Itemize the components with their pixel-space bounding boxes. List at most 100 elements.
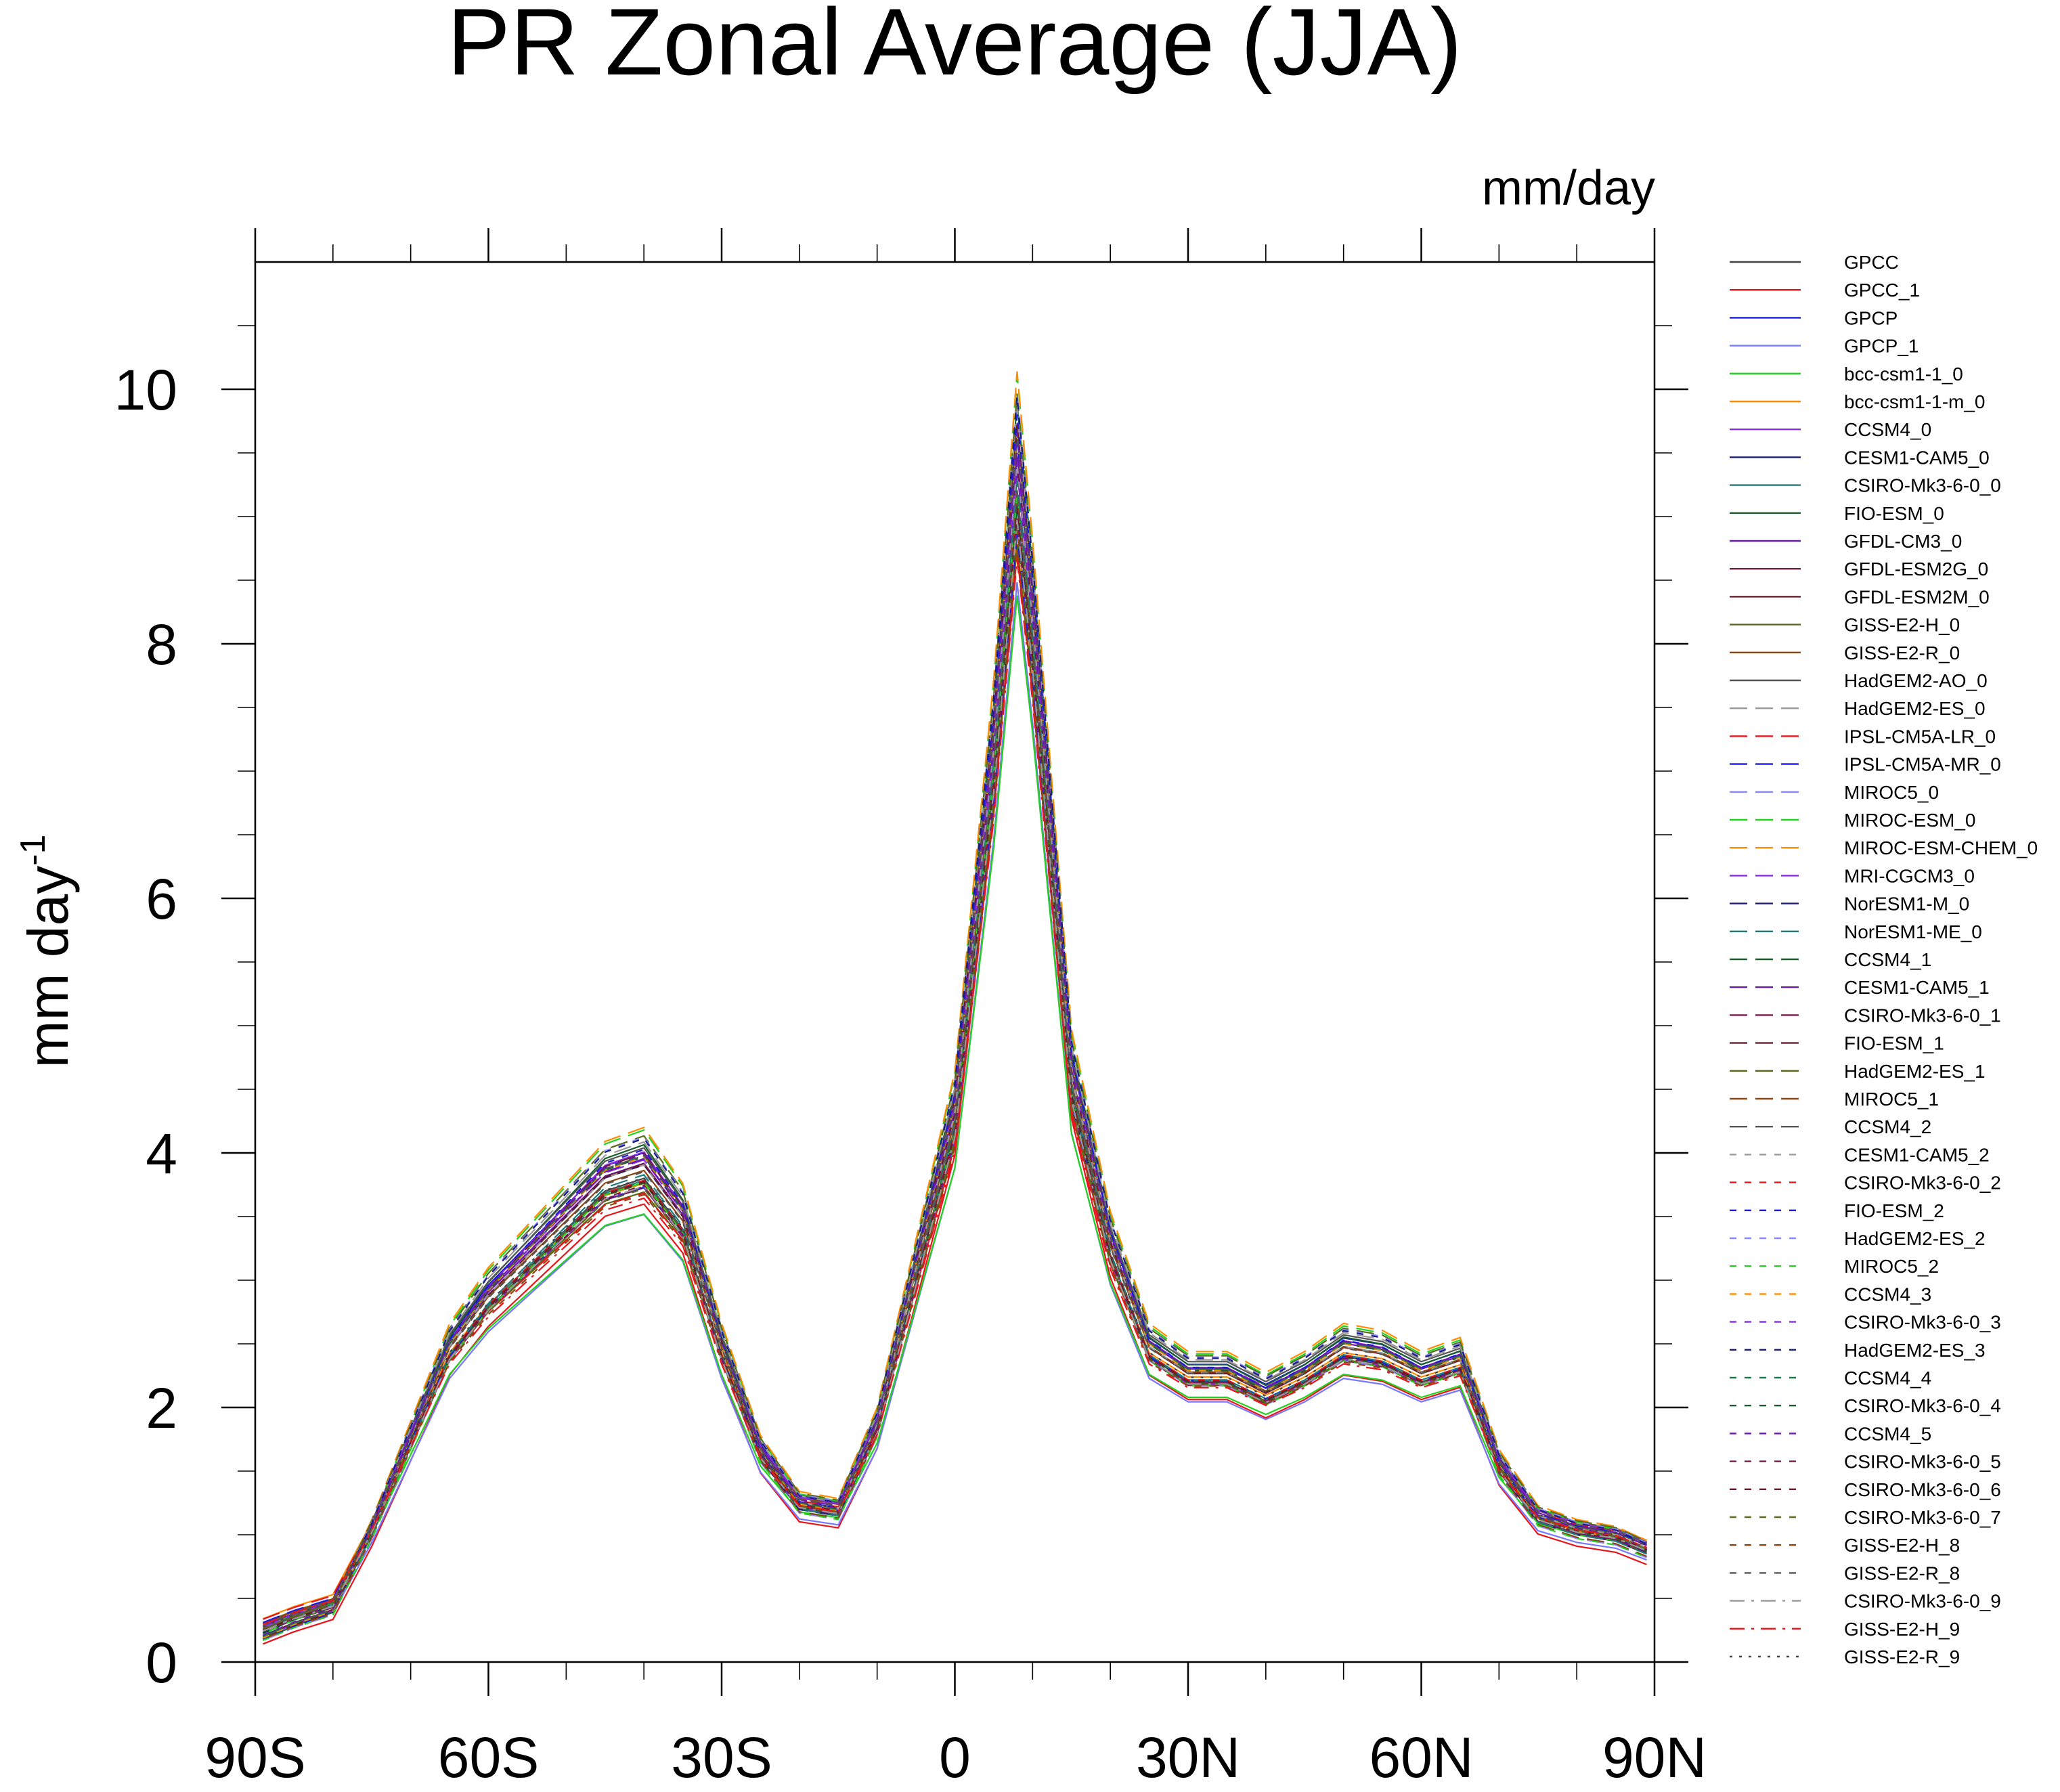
series-line-34 (263, 414, 1647, 1641)
series-line-46 (263, 548, 1647, 1626)
series-line-41 (263, 509, 1647, 1633)
y-axis-label-text: mm day (16, 866, 80, 1068)
legend-label-28: FIO-ESM_1 (1844, 1033, 1944, 1054)
series-line-50 (263, 504, 1647, 1628)
series-line-44 (263, 508, 1647, 1632)
legend-label-20: MIROC-ESM_0 (1844, 810, 1975, 831)
legend-label-38: CSIRO-Mk3-6-0_3 (1844, 1312, 2001, 1333)
legend-label-24: NorESM1-ME_0 (1844, 921, 1982, 942)
chart-title: PR Zonal Average (JJA) (447, 0, 1462, 95)
legend-label-29: HadGEM2-ES_1 (1844, 1061, 1986, 1082)
series-line-0 (263, 491, 1647, 1638)
legend-label-46: GISS-E2-H_8 (1844, 1535, 1960, 1556)
legend-label-9: FIO-ESM_0 (1844, 503, 1944, 524)
legend-label-7: CESM1-CAM5_0 (1844, 447, 1990, 468)
series-line-22 (263, 458, 1647, 1628)
series-line-47 (263, 491, 1647, 1626)
legend-label-36: MIROC5_2 (1844, 1256, 1939, 1277)
y-tick-label-0: 0 (146, 1631, 177, 1695)
series-line-42 (263, 432, 1647, 1636)
series-line-9 (263, 402, 1647, 1640)
legend-label-40: CCSM4_4 (1844, 1368, 1931, 1389)
series-layer (263, 371, 1647, 1645)
series-line-49 (263, 559, 1647, 1625)
legend-label-32: CESM1-CAM5_2 (1844, 1144, 1990, 1165)
legend-label-31: CCSM4_2 (1844, 1116, 1931, 1137)
legend-label-44: CSIRO-Mk3-6-0_6 (1844, 1479, 2001, 1500)
legend-label-18: IPSL-CM5A-MR_0 (1844, 754, 2001, 775)
legend-label-3: GPCP_1 (1844, 336, 1919, 357)
legend-label-41: CSIRO-Mk3-6-0_4 (1844, 1395, 2001, 1416)
series-line-14 (263, 489, 1647, 1625)
legend-label-43: CSIRO-Mk3-6-0_5 (1844, 1451, 2001, 1472)
plot-frame (254, 261, 1656, 1663)
legend-label-17: IPSL-CM5A-LR_0 (1844, 726, 1996, 747)
y-tick-label-4: 8 (146, 613, 177, 676)
series-line-37 (263, 435, 1647, 1639)
legend-label-35: HadGEM2-ES_2 (1844, 1228, 1986, 1249)
legend-label-30: MIROC5_1 (1844, 1089, 1939, 1110)
legend-label-47: GISS-E2-R_8 (1844, 1562, 1960, 1583)
legend-label-4: bcc-csm1-1_0 (1844, 364, 1963, 385)
legend-label-10: GFDL-CM3_0 (1844, 531, 1962, 552)
series-line-26 (263, 450, 1647, 1632)
y-tick-label-1: 2 (146, 1376, 177, 1440)
series-line-2 (263, 437, 1647, 1630)
legend-label-48: CSIRO-Mk3-6-0_9 (1844, 1591, 2001, 1612)
legend-label-16: HadGEM2-ES_0 (1844, 698, 1986, 719)
legend-label-13: GISS-E2-H_0 (1844, 615, 1960, 636)
legend-label-27: CSIRO-Mk3-6-0_1 (1844, 1005, 2001, 1026)
y-tick-label-3: 6 (146, 867, 177, 931)
y-axis-label-superscript: -1 (14, 835, 53, 866)
series-line-32 (263, 464, 1647, 1634)
legend-label-50: GISS-E2-R_9 (1844, 1646, 1960, 1667)
series-line-28 (263, 424, 1647, 1640)
legend-label-5: bcc-csm1-1-m_0 (1844, 391, 1985, 412)
legend-label-37: CCSM4_3 (1844, 1284, 1931, 1305)
series-line-10 (263, 468, 1647, 1627)
series-line-7 (263, 464, 1647, 1634)
legend-label-19: MIROC5_0 (1844, 782, 1939, 803)
x-tick-label-2: 30S (671, 1726, 772, 1789)
units-label: mm/day (1482, 161, 1655, 215)
series-line-16 (263, 406, 1647, 1634)
x-tick-label-6: 90N (1602, 1726, 1707, 1789)
axes-layer: 90S 60S 30S 0 30N 60N 90N 0 2 4 6 8 10 (114, 228, 1707, 1789)
series-line-43 (263, 518, 1647, 1631)
series-line-25 (263, 435, 1647, 1639)
series-line-29 (263, 393, 1647, 1632)
series-line-4 (263, 595, 1647, 1627)
series-line-40 (263, 433, 1647, 1638)
legend-label-45: CSIRO-Mk3-6-0_7 (1844, 1507, 2001, 1528)
legend-label-42: CCSM4_5 (1844, 1423, 1931, 1444)
series-line-24 (263, 480, 1647, 1638)
legend-label-49: GISS-E2-H_9 (1844, 1619, 1960, 1640)
y-tick-label-5: 10 (114, 358, 177, 422)
x-tick-label-0: 90S (204, 1726, 305, 1789)
x-tick-label-5: 60N (1369, 1726, 1473, 1789)
legend-label-25: CCSM4_1 (1844, 949, 1931, 970)
legend-label-23: NorESM1-M_0 (1844, 894, 1969, 915)
series-line-6 (263, 423, 1647, 1638)
legend: GPCC GPCC_1 GPCP GPCP_1 bcc-csm1-1_0 bcc-csm1… (1730, 252, 2038, 1667)
legend-label-34: FIO-ESM_2 (1844, 1200, 1944, 1221)
legend-label-6: CCSM4_0 (1844, 419, 1931, 440)
y-tick-label-2: 4 (146, 1122, 177, 1185)
legend-label-8: CSIRO-Mk3-6-0_0 (1844, 475, 2001, 496)
series-line-45 (263, 529, 1647, 1630)
series-line-20 (263, 374, 1647, 1635)
series-line-48 (263, 519, 1647, 1632)
legend-label-2: GPCP (1844, 307, 1898, 328)
legend-label-39: HadGEM2-ES_3 (1844, 1340, 1986, 1361)
series-line-21 (263, 371, 1647, 1632)
legend-label-33: CSIRO-Mk3-6-0_2 (1844, 1173, 2001, 1194)
x-tick-label-1: 60S (438, 1726, 539, 1789)
legend-label-14: GISS-E2-R_0 (1844, 642, 1960, 663)
legend-label-15: HadGEM2-AO_0 (1844, 670, 1988, 691)
series-line-31 (263, 433, 1647, 1638)
series-line-39 (263, 396, 1647, 1634)
legend-label-1: GPCC_1 (1844, 280, 1920, 301)
legend-label-21: MIROC-ESM-CHEM_0 (1844, 837, 2038, 858)
legend-label-0: GPCC (1844, 252, 1899, 273)
